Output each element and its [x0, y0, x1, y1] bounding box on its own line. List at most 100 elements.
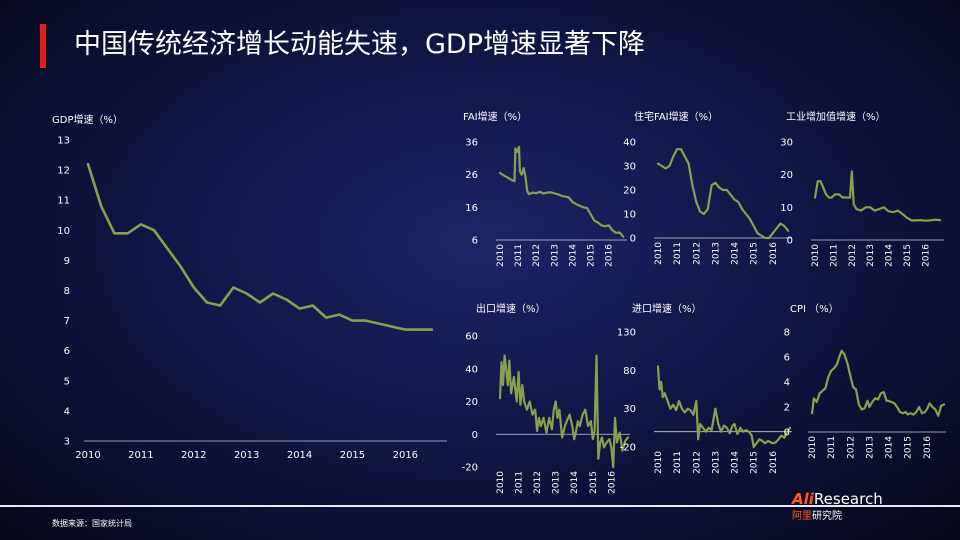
page-title: 中国传统经济增长动能失速，GDP增速显著下降 — [74, 29, 645, 60]
chart-title-export: 出口增速（%） — [476, 304, 546, 315]
import-x-tick-label: 2016 — [769, 451, 779, 474]
industrial-y-tick-label: 30 — [780, 138, 793, 149]
housing_fai-y-tick-label: 40 — [623, 138, 636, 149]
fai-x-tick-label: 2012 — [532, 244, 542, 267]
housing_fai-y-tick-label: 10 — [623, 210, 636, 221]
industrial-x-tick-label: 2012 — [848, 244, 858, 267]
housing_fai-x-tick-label: 2011 — [673, 242, 683, 265]
cpi-y-tick-label: 4 — [784, 378, 790, 389]
gdp-x-tick-label: 2014 — [287, 450, 312, 461]
export-x-tick-label: 2012 — [533, 471, 543, 494]
export-series-line — [498, 354, 630, 469]
import-x-tick-label: 2011 — [673, 451, 683, 474]
export-x-tick-label: 2015 — [589, 471, 599, 494]
gdp-y-tick-label: 5 — [64, 376, 70, 387]
gdp-y-tick-label: 10 — [57, 226, 70, 237]
logo-wordmark: AliResearch — [792, 490, 883, 508]
gdp-chart: 3 4 5 6 7 8 9 10 11 12 13 2010 2011 2012 2013 2014 2015 2… — [57, 136, 447, 461]
fai-series-line — [498, 145, 625, 238]
fai-x-tick-label: 2016 — [605, 244, 615, 267]
import-y-tick-label: -20 — [620, 443, 636, 454]
fai-y-tick-label: 36 — [465, 138, 478, 149]
chart-title-cpi: CPI （%） — [790, 304, 839, 315]
export-x-tick-label: 2010 — [496, 471, 506, 494]
fai-x-tick-label: 2011 — [514, 244, 524, 267]
chart-title-housing-fai: 住宅FAI增速（%） — [634, 112, 719, 123]
industrial-y-tick-label: 10 — [780, 203, 793, 214]
export-y-tick-label: 0 — [472, 430, 478, 441]
industrial-x-tick-label: 2014 — [885, 244, 895, 267]
fai-x-tick-label: 2013 — [550, 244, 560, 267]
gdp-x-tick-label: 2016 — [393, 450, 418, 461]
gdp-y-tick-label: 7 — [64, 316, 70, 327]
gdp-y-tick-label: 6 — [64, 346, 70, 357]
export-y-tick-label: -20 — [462, 463, 478, 474]
housing_fai-x-tick-label: 2016 — [769, 242, 779, 265]
logo-sub-accent: 阿里 — [792, 511, 812, 522]
export-x-tick-label: 2011 — [515, 471, 525, 494]
gdp-y-tick-label: 9 — [64, 256, 70, 267]
industrial-y-tick-label: 0 — [787, 236, 793, 247]
housing_fai-y-tick-label: 0 — [630, 234, 636, 245]
gdp-y-tick-label: 11 — [57, 196, 70, 207]
gdp-y-tick-label: 8 — [64, 286, 70, 297]
industrial-x-tick-label: 2013 — [866, 244, 876, 267]
import-y-tick-label: 130 — [617, 328, 636, 339]
gdp-x-tick-label: 2013 — [234, 450, 259, 461]
logo-rest: Research — [813, 490, 883, 508]
fai-y-tick-label: 6 — [472, 236, 478, 247]
logo-accent: Ali — [792, 490, 814, 508]
housing_fai-y-tick-label: 20 — [623, 186, 636, 197]
import-x-tick-label: 2012 — [692, 451, 702, 474]
cpi-chart: 0 2 4 6 8 2010 2011 2012 2013 2014 2015 2016 — [784, 328, 946, 459]
industrial-x-tick-label: 2010 — [811, 244, 821, 267]
housing_fai-x-tick-label: 2010 — [654, 242, 664, 265]
data-source: 数据来源：国家统计局 — [52, 519, 132, 528]
cpi-x-tick-label: 2010 — [808, 436, 818, 459]
export-chart: -20 0 20 40 60 2010 2011 2012 2013 2014 2015 2016 — [462, 332, 630, 494]
title-accent-bar — [40, 24, 46, 68]
import-y-tick-label: 30 — [623, 404, 636, 415]
logo-subtitle: 阿里研究院 — [792, 507, 842, 522]
housing_fai-series-line — [656, 148, 790, 240]
gdp-y-tick-label: 12 — [57, 166, 70, 177]
industrial-x-tick-label: 2011 — [829, 244, 839, 267]
export-y-tick-label: 40 — [465, 364, 478, 375]
aliresearch-logo: AliResearch 阿里研究院 — [792, 490, 922, 522]
cpi-y-tick-label: 0 — [784, 428, 790, 439]
export-x-tick-label: 2013 — [552, 471, 562, 494]
gdp-x-tick-label: 2010 — [75, 450, 100, 461]
fai-y-tick-label: 16 — [465, 203, 478, 214]
cpi-x-tick-label: 2014 — [885, 436, 895, 459]
industrial-chart: 0 10 20 30 2010 2011 2012 2013 2014 2015 2016 — [780, 138, 944, 267]
import-x-tick-label: 2015 — [750, 451, 760, 474]
housing_fai-x-tick-label: 2013 — [711, 242, 721, 265]
industrial-y-tick-label: 20 — [780, 170, 793, 181]
housing_fai-x-tick-label: 2015 — [750, 242, 760, 265]
export-x-tick-label: 2016 — [607, 471, 617, 494]
chart-title-import: 进口增速（%） — [632, 304, 702, 315]
cpi-x-tick-label: 2011 — [827, 436, 837, 459]
export-y-tick-label: 60 — [465, 332, 478, 343]
fai-x-tick-label: 2010 — [496, 244, 506, 267]
gdp-x-tick-label: 2011 — [128, 450, 153, 461]
gdp-x-tick-label: 2012 — [181, 450, 206, 461]
fai-y-tick-label: 26 — [465, 170, 478, 181]
fai-x-tick-label: 2015 — [587, 244, 597, 267]
import-x-tick-label: 2010 — [654, 451, 664, 474]
chart-title-gdp: GDP增速（%） — [52, 115, 123, 126]
export-x-tick-label: 2014 — [570, 471, 580, 494]
cpi-x-tick-label: 2013 — [865, 436, 875, 459]
import-y-tick-label: 80 — [623, 366, 636, 377]
industrial-series-line — [813, 170, 942, 222]
chart-title-fai: FAI增速（%） — [463, 112, 528, 123]
cpi-x-tick-label: 2012 — [846, 436, 856, 459]
import-series-line — [656, 365, 792, 449]
fai-x-tick-label: 2014 — [568, 244, 578, 267]
housing_fai-x-tick-label: 2014 — [731, 242, 741, 265]
cpi-y-tick-label: 6 — [784, 353, 790, 364]
gdp-series-line — [86, 162, 434, 331]
